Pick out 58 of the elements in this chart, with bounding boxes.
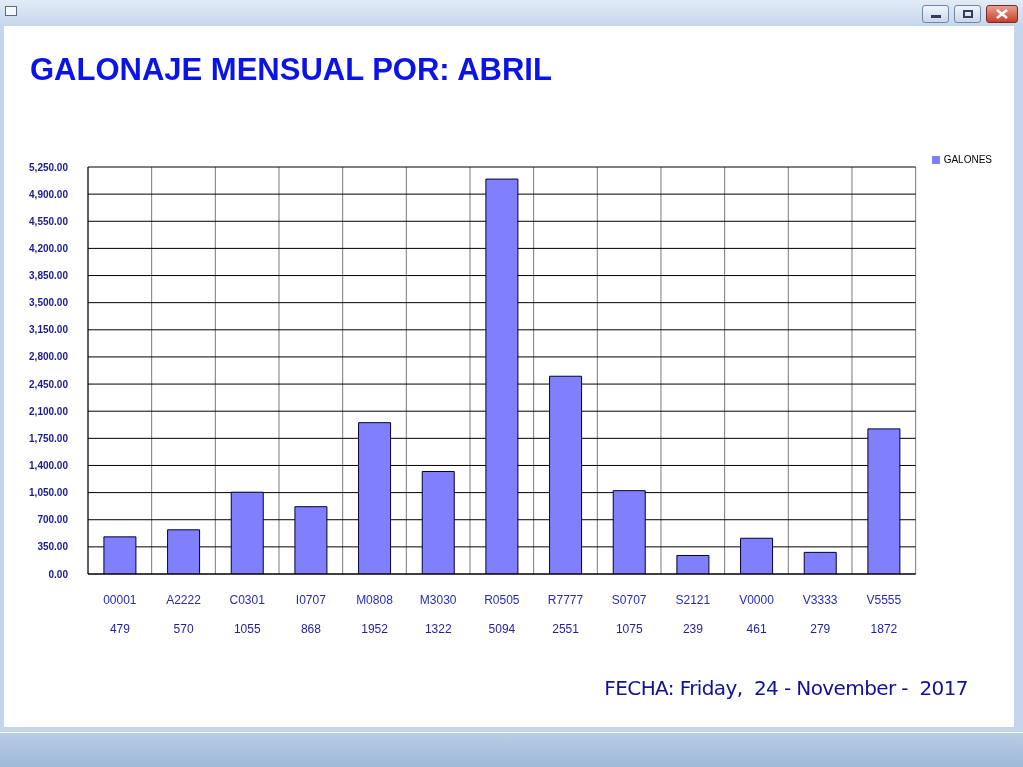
y-tick-label: 4,200.00 [29,242,69,254]
y-tick-label: 0.00 [48,568,69,580]
y-tick-label: 2,100.00 [29,405,69,417]
x-tick-label: C0301 [229,592,266,607]
bar [549,375,583,574]
x-tick-label: S0707 [611,592,647,607]
x-tick-label: R7777 [547,592,584,607]
data-label: 1952 [361,622,389,636]
x-tick-label: I0707 [295,592,327,607]
data-label: 1075 [615,622,643,636]
y-tick-label: 4,900.00 [29,188,69,200]
chart-title: GALONAJE MENSUAL POR: ABRIL [30,52,552,88]
bar [740,537,774,574]
x-tick-label: A2222 [166,592,202,607]
bar [676,554,710,574]
x-tick-label: V3333 [802,592,838,607]
bar [294,506,328,574]
data-label: 2551 [552,622,580,636]
y-tick-label: 5,250.00 [29,161,69,173]
x-tick-label: R0505 [484,592,520,607]
y-tick-label: 1,400.00 [29,460,69,472]
y-tick-label: 2,800.00 [29,351,69,363]
data-label: 479 [109,622,131,636]
bar [167,529,201,574]
data-label: 279 [810,622,831,636]
x-tick-label: S2121 [675,592,711,607]
y-tick-label: 350.00 [37,541,69,553]
data-label: 1055 [233,622,261,636]
data-label: 461 [746,622,767,636]
bar [867,428,901,574]
data-label: 570 [173,622,194,636]
y-tick-label: 3,150.00 [29,324,69,336]
x-tick-label: V0000 [739,592,775,607]
data-label: 5094 [488,622,516,636]
data-label: 1322 [424,622,452,636]
y-tick-label: 4,550.00 [29,215,69,227]
bar [103,536,137,574]
y-tick-label: 1,050.00 [29,487,69,499]
data-label: 1872 [870,622,898,636]
data-label: 239 [682,622,704,636]
x-tick-label: M3030 [419,592,457,607]
y-tick-label: 3,500.00 [29,297,69,309]
y-tick-label: 1,750.00 [29,432,69,444]
data-label: 868 [300,622,322,636]
legend-label: GALONES [943,154,992,165]
bar [803,551,837,574]
x-tick-label: 00001 [103,592,137,607]
x-tick-label: M0808 [356,592,394,607]
y-tick-label: 2,450.00 [29,378,69,390]
text: FECHA: Friday, 24 - November - 2017 [604,676,968,700]
y-tick-label: 700.00 [37,514,69,526]
bar [230,491,264,574]
y-tick-label: 3,850.00 [29,270,69,282]
bar [485,178,519,574]
x-tick-label: V5555 [866,592,902,607]
bar [358,422,392,574]
bar [421,471,455,574]
bar [612,490,646,574]
